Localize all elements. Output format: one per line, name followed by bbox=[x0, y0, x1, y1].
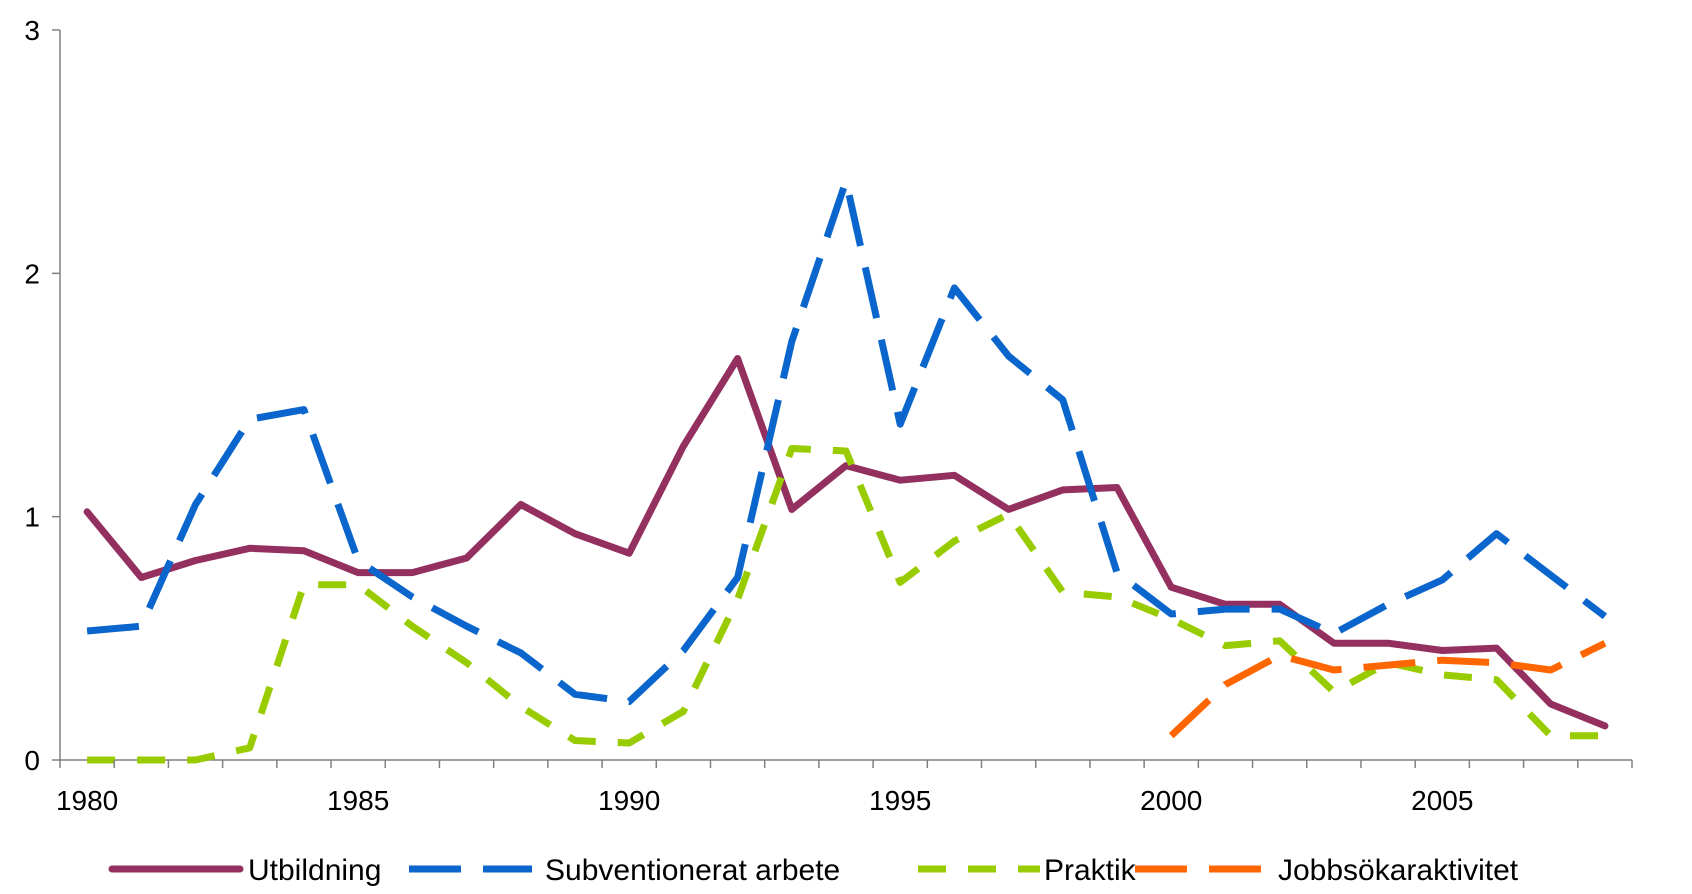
axes bbox=[59, 30, 1632, 761]
series-lines bbox=[83, 177, 1609, 764]
x-tick-label: 2005 bbox=[1411, 785, 1473, 816]
y-tick-label: 3 bbox=[24, 15, 40, 46]
series-line-4 bbox=[1168, 640, 1607, 739]
legend-label: Praktik bbox=[1044, 854, 1137, 887]
x-tick-label: 1995 bbox=[869, 785, 931, 816]
tick-labels: 0 1 2 3 1980 1985 1990 1995 2000 2005 bbox=[24, 15, 1633, 816]
legend-label: Subventionerat arbete bbox=[545, 854, 840, 887]
y-tick-label: 2 bbox=[24, 258, 40, 289]
series-line-3 bbox=[87, 445, 1605, 764]
x-tick-label: 1985 bbox=[327, 785, 389, 816]
series-line-1 bbox=[83, 355, 1609, 730]
legend-label: Jobbsökaraktivitet bbox=[1278, 854, 1519, 887]
legend: Utbildning Subventionerat arbete Praktik Jo… bbox=[108, 854, 1519, 887]
legend-label: Utbildning bbox=[248, 854, 381, 887]
series-line-2 bbox=[86, 177, 1608, 706]
y-tick-label: 0 bbox=[24, 745, 40, 776]
x-tick-label: 1990 bbox=[598, 785, 660, 816]
legend-item: Subventionerat arbete bbox=[409, 854, 840, 887]
y-tick-label: 1 bbox=[24, 502, 40, 533]
x-tick-label: 2000 bbox=[1140, 785, 1202, 816]
x-tick-label: 1980 bbox=[56, 785, 118, 816]
legend-item: Utbildning bbox=[108, 854, 381, 887]
legend-item: Praktik bbox=[918, 854, 1137, 887]
legend-item: Jobbsökaraktivitet bbox=[1135, 854, 1519, 887]
